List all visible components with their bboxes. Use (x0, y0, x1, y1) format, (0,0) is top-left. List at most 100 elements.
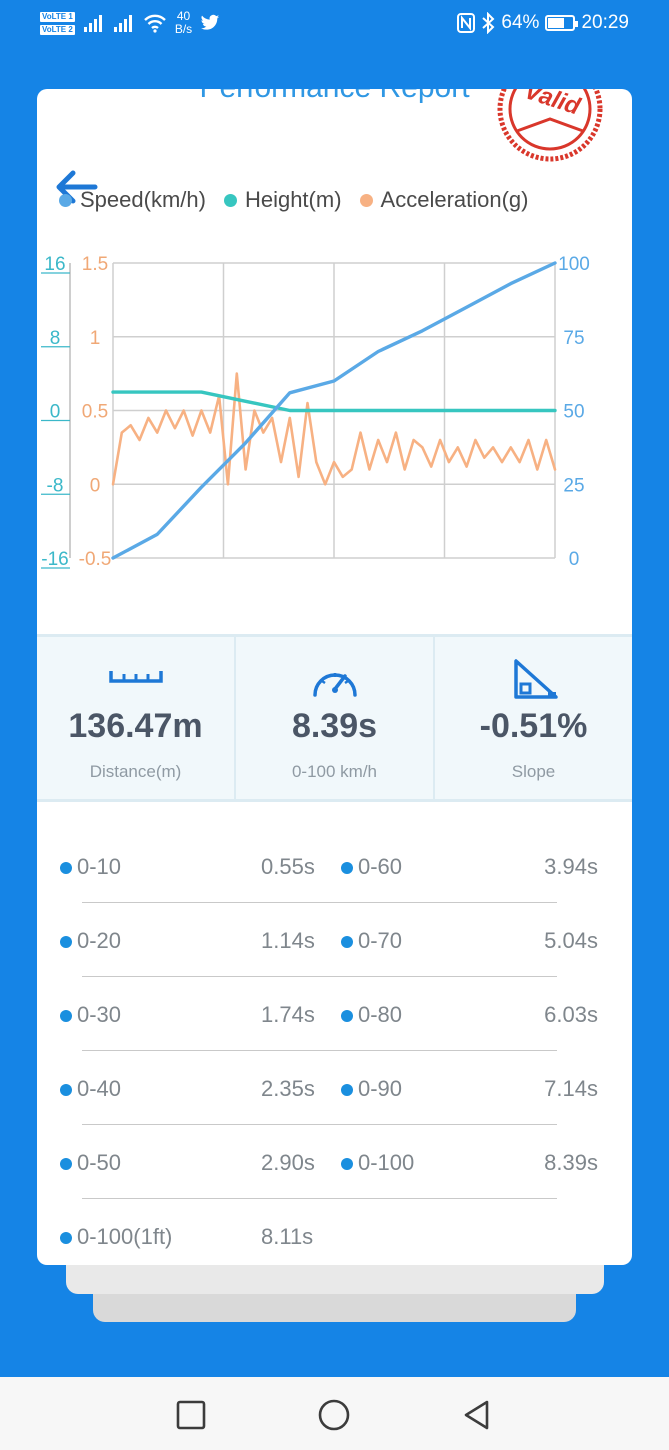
split-bullet (341, 936, 353, 948)
tick-label-speed: 0 (569, 549, 580, 570)
split-bullet (60, 1084, 72, 1096)
tick-label-acceleration: 0 (90, 475, 101, 496)
status-right: 64% 20:29 (457, 8, 629, 38)
row-divider (82, 902, 557, 903)
tick-label-speed: 25 (563, 475, 584, 496)
volte-indicators: VoLTE 1 VoLTE 2 (40, 11, 75, 35)
tick-label-height: 0 (50, 402, 61, 423)
slope-icon (513, 659, 558, 699)
stat-slope-label: Slope (511, 762, 556, 781)
report-title: Performance Report (37, 89, 632, 105)
twitter-icon (201, 14, 220, 30)
row-divider (82, 1124, 557, 1125)
chart-legend: Speed(km/h) Height(m) Acceleration(g) (59, 187, 528, 213)
status-bar: VoLTE 1 VoLTE 2 40 B/s (0, 0, 669, 46)
split-row: 0-30 1.74s 0-80 6.03s (37, 977, 632, 1051)
stat-slope-value: -0.51% (479, 707, 588, 745)
battery-icon (545, 15, 579, 31)
split-time: 1.74s (261, 1002, 315, 1027)
legend-height-dot (223, 193, 237, 207)
report-card: Performance Report Valid Speed(km/h) Hei… (37, 89, 632, 1265)
tick-label-speed: 100 (558, 254, 590, 275)
performance-chart: 16 8 0 -8 -16 1.5 1 0.5 0 -0.5 100 75 50 25 0 (41, 254, 590, 570)
split-time: 3.94s (544, 854, 598, 879)
split-row: 0-20 1.14s 0-70 5.04s (37, 903, 632, 977)
tick-label-acceleration: 0.5 (82, 402, 108, 423)
network-speed-value: 40 (176, 9, 191, 23)
split-range-label: 0-10 (77, 854, 122, 879)
legend-height-label: Height(m) (244, 187, 342, 212)
split-range: 0-20 (60, 928, 122, 954)
battery-percent: 64% (501, 12, 540, 33)
volte-2-icon: VoLTE 2 (40, 24, 75, 35)
split-bullet (60, 862, 72, 874)
legend-height[interactable]: Height(m) (223, 187, 342, 213)
split-time: 1.14s (261, 928, 315, 953)
stat-distance-label: Distance(m) (89, 762, 182, 781)
stat-distance-value: 136.47m (68, 707, 203, 745)
tick-label-speed: 75 (563, 328, 584, 349)
split-time: 5.04s (544, 928, 598, 953)
split-range: 0-80 (341, 1002, 402, 1028)
valid-stamp-icon: Valid (497, 89, 603, 162)
wifi-icon (143, 14, 166, 33)
split-bullet (60, 1158, 72, 1170)
valid-stamp-text: Valid (521, 89, 584, 121)
back-triangle-icon[interactable] (459, 1397, 495, 1433)
signal-2-icon (113, 15, 132, 32)
signal-1-icon (83, 15, 102, 32)
split-range-label: 0-30 (77, 1002, 122, 1027)
tick-label-speed: 50 (563, 402, 584, 423)
tick-label-acceleration: -0.5 (79, 549, 112, 570)
split-range: 0-100 (341, 1150, 415, 1176)
navigation-bar (0, 1377, 669, 1450)
split-time: 8.39s (544, 1150, 598, 1175)
series-line-height-m (111, 390, 557, 413)
split-range: 0-50 (60, 1150, 121, 1176)
stat-slope: -0.51% Slope (433, 637, 632, 799)
split-time: 2.35s (261, 1076, 315, 1101)
legend-speed[interactable]: Speed(km/h) (59, 187, 206, 213)
split-time: 0.55s (261, 854, 315, 879)
split-range-label: 0-100 (358, 1150, 415, 1175)
stat-time-value: 8.39s (291, 707, 378, 745)
ruler-icon (108, 671, 163, 683)
tick-label-acceleration: 1 (90, 328, 101, 349)
split-row: 0-10 0.55s 0-60 3.94s (37, 829, 632, 903)
split-range-label: 0-70 (358, 928, 403, 953)
split-time: 2.90s (261, 1150, 315, 1175)
network-speed: 40 B/s (175, 10, 192, 36)
split-range-label: 0-60 (358, 854, 403, 879)
row-divider (82, 976, 557, 977)
row-divider (82, 1050, 557, 1051)
split-bullet (341, 862, 353, 874)
split-range: 0-70 (341, 928, 403, 954)
split-time: 7.14s (544, 1076, 598, 1101)
home-circle-icon[interactable] (316, 1397, 352, 1433)
stat-time-label: 0-100 km/h (291, 762, 378, 781)
split-bullet (341, 1084, 353, 1096)
split-range: 0-40 (60, 1076, 121, 1102)
split-bullet (341, 1158, 353, 1170)
tick-label-height: -16 (41, 549, 68, 570)
legend-speed-dot (59, 193, 72, 207)
split-range: 0-60 (341, 854, 403, 880)
split-range: 0-30 (60, 1002, 122, 1028)
recents-square-icon[interactable] (173, 1397, 209, 1433)
split-row: 0-50 2.90s 0-100 8.39s (37, 1125, 632, 1199)
legend-acceleration-dot (359, 193, 373, 207)
nfc-icon (457, 13, 476, 33)
split-range-label: 0-90 (358, 1076, 403, 1101)
split-time: 6.03s (544, 1002, 598, 1027)
series-line-acceleration-g (111, 372, 557, 486)
split-range-label: 0-100(1ft) (77, 1224, 173, 1249)
volte-1-icon: VoLTE 1 (40, 11, 75, 22)
split-range-label: 0-20 (77, 928, 122, 953)
split-range: 0-10 (60, 854, 122, 880)
row-divider (82, 1198, 557, 1199)
split-bullet (341, 1010, 353, 1022)
split-bullet (60, 936, 72, 948)
bluetooth-icon (482, 12, 495, 34)
tick-label-acceleration: 1.5 (82, 254, 108, 275)
legend-acceleration[interactable]: Acceleration(g) (359, 187, 528, 213)
